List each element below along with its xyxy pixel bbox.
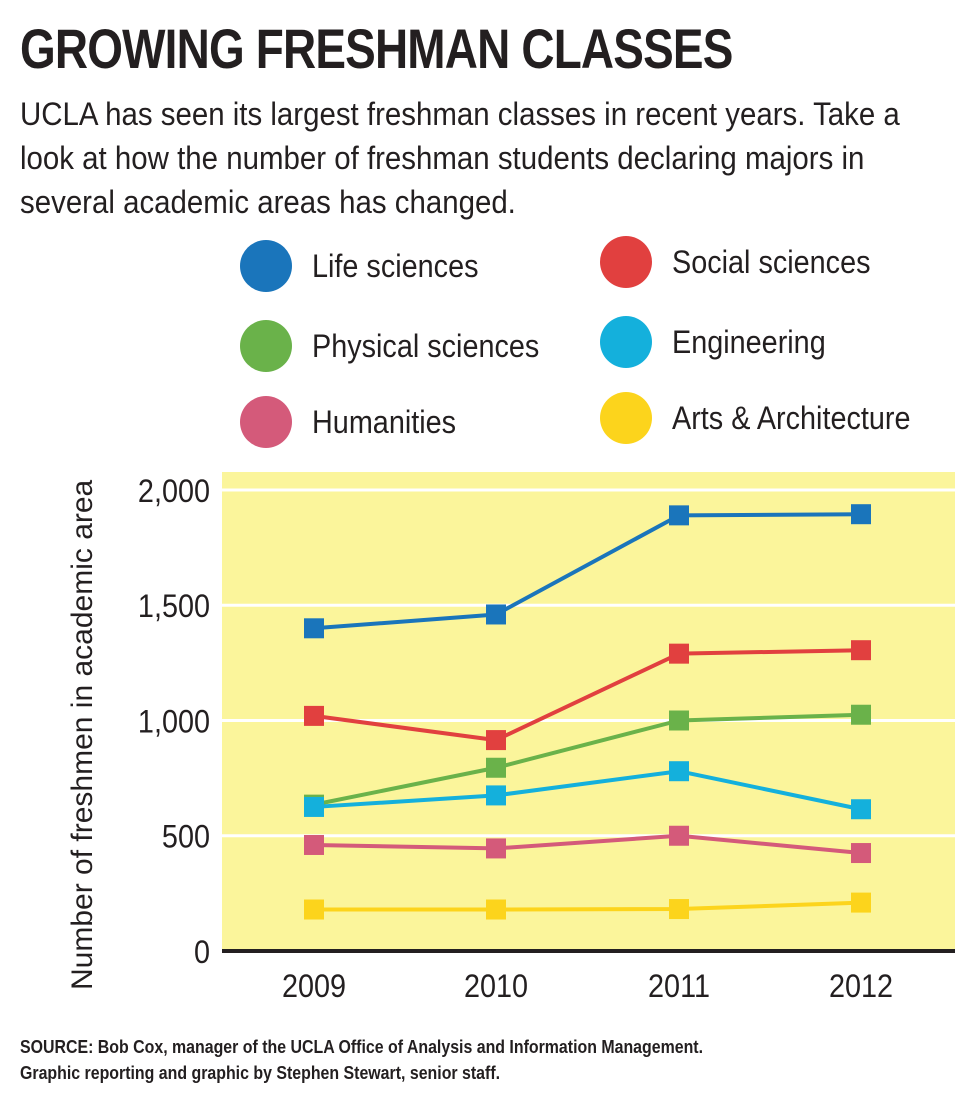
series-line-arts-and-architecture <box>314 900 862 912</box>
legend-label-humanities: Humanities <box>312 403 457 440</box>
source-line: SOURCE: Bob Cox, manager of the UCLA Off… <box>20 1036 704 1057</box>
legend-item-humanities: Humanities <box>240 396 472 448</box>
legend-label-life-sciences: Life sciences <box>312 247 479 284</box>
data-point-humanities <box>304 834 324 855</box>
x-tick-label: 2012 <box>829 969 893 1005</box>
series-line-engineering <box>313 769 862 812</box>
data-point-arts-and-architecture <box>486 899 506 920</box>
series-line-social-sciences <box>313 648 862 743</box>
y-tick-label: 1,000 <box>138 704 210 740</box>
legend-swatch-life-sciences <box>240 240 292 292</box>
data-point-physical-sciences <box>486 757 506 778</box>
legend-label-social-sciences: Social sciences <box>672 243 871 280</box>
legend-swatch-social-sciences <box>600 236 652 288</box>
chart-title: GROWING FRESHMAN CLASSES <box>20 17 733 80</box>
legend-swatch-physical-sciences <box>240 320 292 372</box>
data-point-life-sciences <box>486 604 506 625</box>
legend-item-engineering: Engineering <box>600 316 843 368</box>
data-point-life-sciences <box>669 505 689 526</box>
data-point-physical-sciences <box>669 710 689 731</box>
legend-label-arts-architecture: Arts & Architecture <box>672 399 911 436</box>
data-point-engineering <box>669 761 689 782</box>
data-point-social-sciences <box>304 705 324 726</box>
data-point-humanities <box>851 843 871 864</box>
series-line-humanities <box>313 833 862 856</box>
legend-item-physical-sciences: Physical sciences <box>240 320 565 372</box>
x-tick-label: 2009 <box>282 969 346 1005</box>
data-point-arts-and-architecture <box>304 899 324 920</box>
data-point-arts-and-architecture <box>851 892 871 913</box>
credit-line: Graphic reporting and graphic by Stephen… <box>20 1062 501 1083</box>
y-tick-label: 500 <box>162 819 210 855</box>
legend-item-arts-architecture: Arts & Architecture <box>600 392 937 444</box>
data-point-social-sciences <box>486 730 506 751</box>
data-point-engineering <box>851 799 871 820</box>
data-point-life-sciences <box>851 504 871 525</box>
series-line-physical-sciences <box>313 712 862 807</box>
legend-swatch-arts-architecture <box>600 392 652 444</box>
y-tick-label: 2,000 <box>138 474 210 510</box>
data-point-physical-sciences <box>851 704 871 725</box>
y-axis-title: Number of freshmen in academic area <box>66 479 99 990</box>
series-line-life-sciences <box>313 512 862 631</box>
y-tick-label: 0 <box>194 935 210 971</box>
data-point-humanities <box>486 838 506 859</box>
data-point-social-sciences <box>669 643 689 664</box>
data-point-engineering <box>486 785 506 806</box>
legend-item-life-sciences: Life sciences <box>240 240 497 292</box>
data-point-social-sciences <box>851 640 871 661</box>
data-point-humanities <box>669 825 689 846</box>
legend-label-physical-sciences: Physical sciences <box>312 327 540 364</box>
x-tick-label: 2011 <box>648 969 710 1005</box>
source-note: SOURCE: Bob Cox, manager of the UCLA Off… <box>20 1034 703 1086</box>
x-tick-label: 2010 <box>464 969 528 1005</box>
legend-item-social-sciences: Social sciences <box>600 236 893 288</box>
legend-label-engineering: Engineering <box>672 323 826 360</box>
data-point-arts-and-architecture <box>669 899 689 920</box>
legend-swatch-humanities <box>240 396 292 448</box>
legend-swatch-engineering <box>600 316 652 368</box>
chart-subtitle: UCLA has seen its largest freshman class… <box>20 96 900 220</box>
data-point-engineering <box>304 796 324 817</box>
plot-area <box>222 472 955 951</box>
y-tick-label: 1,500 <box>138 589 210 625</box>
data-point-life-sciences <box>304 618 324 639</box>
